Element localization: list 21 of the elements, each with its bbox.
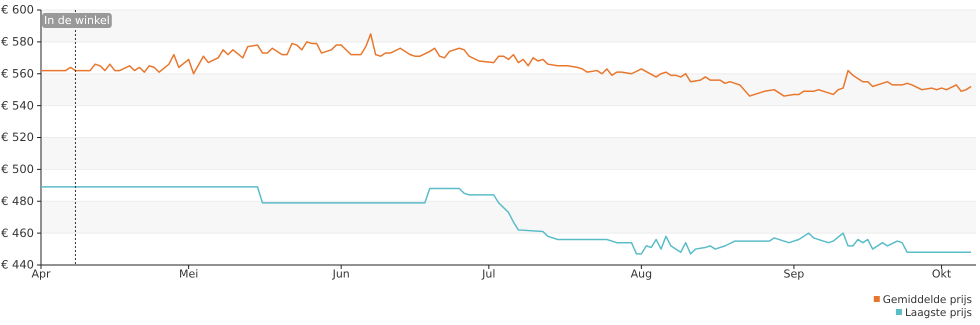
legend-label: Laagste prijs: [904, 307, 972, 319]
y-tick-label: € 600: [1, 2, 34, 17]
line-series: [40, 186, 972, 255]
x-tick-label: Sep: [784, 268, 804, 280]
x-tick-label: Jul: [481, 268, 496, 280]
y-tick-label: € 500: [1, 162, 34, 176]
x-tick-label: Jun: [332, 268, 350, 280]
x-tick-label: Aug: [630, 268, 652, 280]
legend-label: Gemiddelde prijs: [882, 294, 972, 306]
y-tick-label: € 540: [1, 98, 34, 112]
y-tick-label: € 580: [1, 34, 34, 49]
y-tick-label: € 460: [1, 226, 34, 240]
y-tick-label: € 480: [1, 194, 34, 208]
x-tick-label: Mei: [178, 268, 198, 280]
x-tick-label: Okt: [932, 268, 952, 280]
y-tick-label: € 560: [1, 66, 34, 80]
y-tick-label: € 520: [1, 130, 34, 144]
x-tick-label: Apr: [31, 268, 51, 280]
ref-line-label: In de winkel: [44, 14, 110, 27]
line-series: [40, 33, 972, 97]
y-tick-label: € 440: [1, 258, 34, 272]
